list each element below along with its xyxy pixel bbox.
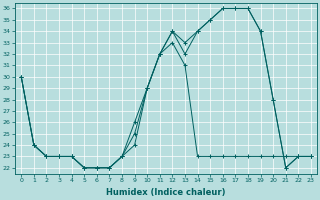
X-axis label: Humidex (Indice chaleur): Humidex (Indice chaleur): [106, 188, 226, 197]
